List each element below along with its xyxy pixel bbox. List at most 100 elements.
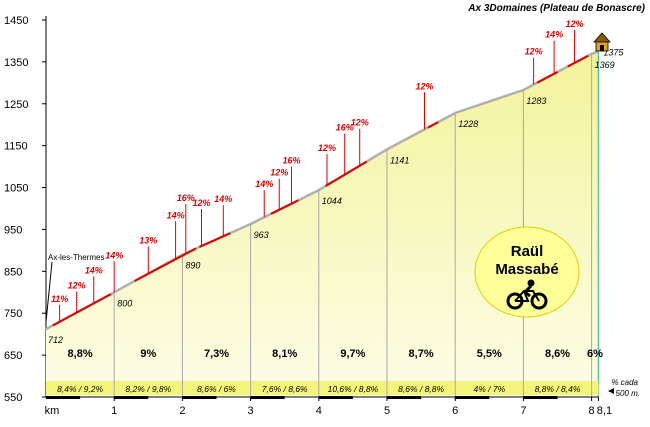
segment-gradient-label: 8,7%	[409, 348, 434, 360]
gradient-labels: 71280089096310441141122812831369137511%1…	[48, 19, 624, 345]
x-tick-label: 5	[384, 405, 390, 417]
segment-gradient-label: 9%	[140, 348, 156, 360]
scale-block-dark	[250, 396, 285, 399]
y-tick-label: 1050	[4, 183, 28, 195]
max-gradient-label: 12%	[318, 143, 336, 153]
steep-section	[52, 293, 112, 327]
half-km-gradient-label: 8,6% / 6%	[197, 384, 236, 394]
altitude-label: 1228	[458, 119, 478, 129]
y-tick-label: 1450	[4, 15, 28, 27]
x-tick-label: 8	[589, 405, 595, 417]
altitude-label: 1283	[526, 96, 546, 106]
x-tick-label: 8,1	[597, 405, 612, 417]
half-km-gradient-label: 8,2% / 9,8%	[125, 384, 171, 394]
segment-gradient-label: 5,5%	[477, 348, 502, 360]
scale-block-dark	[46, 396, 81, 399]
max-gradient-label: 11%	[51, 294, 68, 304]
y-tick-label: 1250	[4, 99, 28, 111]
y-tick-label: 1350	[4, 57, 28, 69]
x-tick-label: 4	[316, 405, 322, 417]
x-tick-label: 6	[452, 405, 458, 417]
profile-fill	[46, 51, 599, 398]
half-km-gradient-label: 8,8% / 8,4%	[535, 384, 581, 394]
note-line-1: % cada	[611, 378, 638, 387]
max-gradient-label: 12%	[68, 281, 86, 291]
start-pointer-line	[45, 261, 53, 323]
max-gradient-label: 12%	[416, 81, 434, 91]
chart-title: Ax 3Domaines (Plateau de Bonascre)	[467, 3, 645, 14]
half-km-band	[46, 381, 599, 395]
author-last-name: Massabé	[495, 261, 558, 278]
steep-section	[567, 54, 589, 68]
max-gradient-label: 14%	[255, 179, 273, 189]
steep-section	[427, 121, 439, 129]
x-tick-label: 1	[111, 405, 117, 417]
segment-gradient-label: 8,1%	[272, 348, 297, 360]
house-icon	[593, 32, 611, 52]
scale-block-dark	[318, 396, 353, 399]
start-label: Ax-les-Thermes	[48, 253, 104, 262]
y-tick-label: 1150	[4, 141, 28, 153]
y-tick-label: 550	[4, 392, 22, 404]
segment-gradient-label: 9,7%	[340, 348, 365, 360]
max-gradient-label: 14%	[545, 30, 563, 40]
altitude-label: 963	[254, 230, 269, 240]
max-gradient-label: 14%	[105, 250, 123, 260]
x-tick-label: 7	[520, 405, 526, 417]
y-tick-label: 750	[4, 308, 22, 320]
x-tick-label: 2	[179, 405, 185, 417]
altitude-label: 890	[185, 261, 200, 271]
author-first-name: Raül	[511, 243, 544, 260]
altitude-label: 1369	[595, 60, 615, 70]
max-gradient-label: 16%	[336, 123, 354, 133]
max-gradient-label: 13%	[139, 235, 157, 245]
altitude-label: 1375	[603, 47, 624, 57]
steep-section	[199, 232, 231, 248]
altitude-label: 1044	[322, 196, 342, 206]
max-gradient-label: 14%	[214, 194, 232, 204]
half-km-gradient-label: 4% / 7%	[473, 384, 505, 394]
max-gradient-label: 14%	[85, 265, 103, 275]
segment-gradient-label: 6%	[587, 348, 603, 360]
x-axis: km 1 2 3 4 5 6 7 8 8,1	[45, 396, 612, 417]
scale-block-dark	[523, 396, 558, 399]
note-arrow-icon	[608, 388, 614, 394]
segment-gradient-label: 7,3%	[204, 348, 229, 360]
max-gradient-label: 12%	[351, 118, 369, 128]
steep-section	[134, 247, 197, 282]
altitude-label: 800	[117, 298, 132, 308]
x-tick-label: km	[45, 405, 60, 417]
segment-gradient-label: 8,6%	[545, 348, 570, 360]
profile-area	[45, 50, 600, 398]
half-km-gradient-label: 10,6% / 8,8%	[328, 384, 379, 394]
max-gradient-label: 12%	[525, 47, 543, 57]
altitude-label: 712	[48, 335, 63, 345]
segment-bars: 8,8% 9% 7,3% 8,1% 9,7% 8,7% 5,5% 8,6% 6% 8,4% / 9…	[46, 348, 603, 395]
x-tick-label: 3	[248, 405, 254, 417]
scale-block-dark	[114, 396, 149, 399]
max-gradient-label: 14%	[167, 210, 185, 220]
scale-block-dark	[455, 396, 490, 399]
note-line-2: 500 m.	[616, 389, 640, 398]
author-badge: Raül Massabé	[474, 226, 580, 318]
author-badge-ellipse	[474, 226, 580, 318]
y-axis: 1450 1350 1250 1150 1050 950 850 750 650 550	[4, 15, 47, 404]
bicycle-icon	[506, 279, 548, 310]
y-tick-label: 950	[4, 224, 22, 236]
steep-section	[270, 199, 299, 215]
max-gradient-label: 12%	[192, 198, 210, 208]
max-gradient-label: 16%	[177, 193, 195, 203]
scale-block-dark	[182, 396, 217, 399]
half-km-gradient-label: 8,6% / 8,8%	[398, 384, 444, 394]
segment-gradient-label: 8,8%	[68, 348, 93, 360]
max-gradient-label: 16%	[283, 156, 301, 166]
y-tick-label: 650	[4, 350, 22, 362]
half-km-gradient-label: 7,6% / 8,6%	[262, 384, 308, 394]
altitude-label: 1141	[390, 155, 409, 165]
half-km-gradient-label: 8,4% / 9,2%	[57, 384, 103, 394]
max-gradient-label: 12%	[566, 19, 584, 29]
max-gradient-label: 12%	[270, 168, 288, 178]
scale-block-dark	[387, 396, 422, 399]
y-tick-label: 850	[4, 266, 22, 278]
